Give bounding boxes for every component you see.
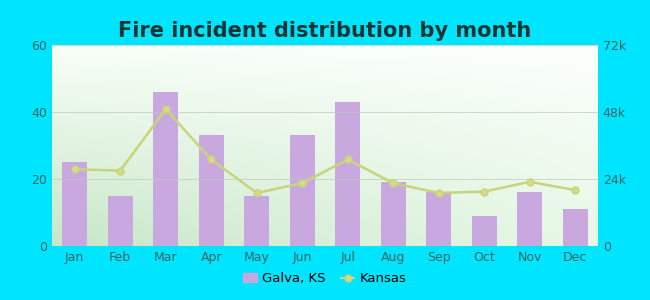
Bar: [381, 182, 406, 246]
Bar: [472, 216, 497, 246]
Bar: [199, 135, 224, 246]
Bar: [244, 196, 269, 246]
Bar: [517, 192, 542, 246]
Bar: [426, 192, 451, 246]
Bar: [153, 92, 178, 246]
Legend: Galva, KS, Kansas: Galva, KS, Kansas: [238, 267, 412, 290]
Bar: [290, 135, 315, 246]
Bar: [563, 209, 588, 246]
Bar: [108, 196, 133, 246]
Bar: [335, 102, 360, 246]
Text: Fire incident distribution by month: Fire incident distribution by month: [118, 21, 532, 41]
Bar: [62, 162, 87, 246]
